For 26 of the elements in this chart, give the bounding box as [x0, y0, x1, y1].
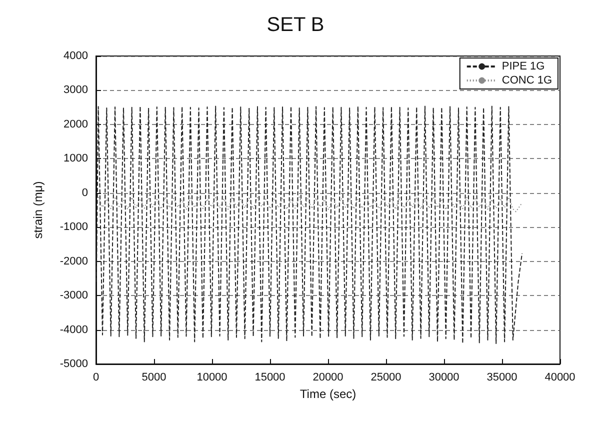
x-tick-label: 25000: [370, 372, 402, 384]
y-tick-label: -5000: [60, 358, 88, 370]
y-tick-label: -4000: [60, 324, 88, 336]
y-tick-label: 0: [82, 186, 88, 199]
line-series: [96, 106, 523, 344]
x-tick-label: 30000: [428, 372, 460, 384]
y-axis-title: strain (mμ): [31, 181, 45, 239]
y-tick-label: 4000: [64, 50, 88, 62]
y-tick-label: 1000: [64, 152, 88, 165]
y-tick-label: 3000: [64, 84, 88, 96]
line-series: [98, 196, 522, 212]
y-tick-label: -1000: [60, 221, 88, 234]
legend-label: PIPE 1G: [502, 60, 545, 72]
x-tick-label: 0: [92, 372, 100, 384]
x-tick-label: 10000: [196, 372, 228, 384]
x-tick-label: 40000: [544, 372, 576, 384]
x-axis-title: Time (sec): [300, 387, 356, 401]
chart-title: SET B: [266, 14, 324, 36]
x-tick-label: 35000: [486, 372, 518, 384]
x-tick-label: 15000: [254, 372, 286, 384]
legend-label: CONC 1G: [502, 74, 552, 86]
y-tick-label: 2000: [64, 118, 88, 130]
y-tick-label: -3000: [60, 290, 88, 302]
x-tick-label: 20000: [312, 372, 344, 384]
x-tick-label: 5000: [142, 372, 166, 384]
y-tick-label: -2000: [60, 255, 88, 268]
